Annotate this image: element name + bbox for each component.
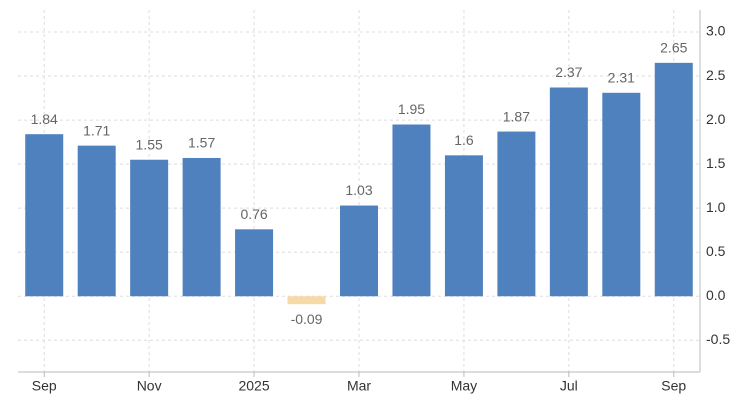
y-tick-label: 0.5 [706, 243, 726, 259]
bar [549, 87, 588, 297]
value-label: 1.55 [136, 136, 163, 152]
bar [497, 131, 536, 297]
y-tick-label: 2.5 [706, 67, 726, 83]
y-tick-label: 3.0 [706, 23, 726, 39]
value-label: 1.03 [345, 182, 372, 198]
y-tick-label: 1.5 [706, 155, 726, 171]
bar [77, 145, 116, 297]
x-tick-label: May [451, 378, 477, 394]
bar [602, 92, 641, 297]
value-label: 1.57 [188, 135, 215, 151]
bar [340, 205, 378, 297]
value-label: 1.6 [454, 132, 474, 148]
x-tick-label: 2025 [238, 378, 269, 394]
value-label: 2.31 [608, 69, 635, 85]
x-tick-label: Mar [347, 378, 371, 394]
x-tick-label: Nov [137, 378, 162, 394]
x-tick-label: Jul [560, 378, 578, 394]
x-tick-label: Sep [661, 378, 686, 394]
x-tick-label: Sep [32, 378, 57, 394]
value-label: 1.95 [398, 101, 425, 117]
y-tick-label: -0.5 [706, 331, 730, 347]
bar [235, 229, 274, 297]
value-label: 1.71 [83, 122, 110, 138]
value-label: 2.65 [660, 40, 687, 56]
y-tick-label: 0.0 [706, 287, 726, 303]
value-label: 1.87 [503, 108, 530, 124]
y-tick-label: 1.0 [706, 199, 726, 215]
bar [130, 159, 169, 297]
value-label: 1.84 [31, 111, 58, 127]
bar [654, 62, 693, 297]
bar [287, 296, 326, 305]
value-label: 2.37 [555, 64, 582, 80]
bar [444, 155, 483, 297]
value-label: -0.09 [291, 311, 323, 327]
value-label: 0.76 [240, 206, 267, 222]
y-tick-label: 2.0 [706, 111, 726, 127]
bar [25, 134, 64, 297]
bar [182, 157, 221, 297]
bar [392, 124, 431, 297]
